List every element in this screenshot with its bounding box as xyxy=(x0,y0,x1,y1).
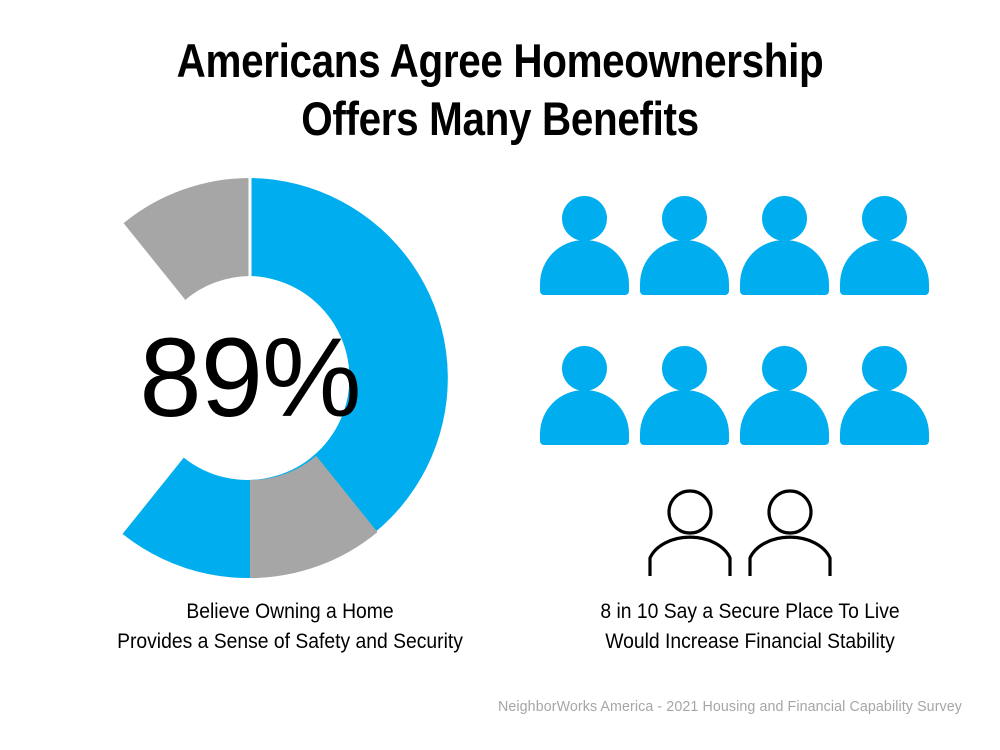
person-icon xyxy=(740,346,829,445)
person-icon xyxy=(540,346,629,445)
pictogram-row-2 xyxy=(540,346,950,446)
pictogram-caption-line-2: Would Increase Financial Stability xyxy=(605,629,895,653)
person-body-icon xyxy=(740,240,829,295)
person-head-icon xyxy=(862,196,907,241)
title-line-2: Offers Many Benefits xyxy=(301,92,699,146)
pictogram-row-1 xyxy=(540,196,950,296)
person-icon xyxy=(740,196,829,295)
donut-separator-left xyxy=(121,223,186,302)
person-body-icon xyxy=(840,240,929,295)
person-head-icon xyxy=(662,346,707,391)
donut-slice-remainder xyxy=(250,455,378,578)
person-body-icon xyxy=(540,240,629,295)
pictogram-outline-svg xyxy=(648,489,832,576)
pictogram-caption: 8 in 10 Say a Secure Place To Live Would… xyxy=(538,597,961,657)
person-body-icon xyxy=(840,390,929,445)
donut-slice-remainder-wedge xyxy=(122,178,250,301)
person-outline-body-icon xyxy=(748,535,832,576)
person-body-icon xyxy=(640,390,729,445)
person-icon xyxy=(540,196,629,295)
donut-chart-svg xyxy=(121,178,448,578)
person-head-icon xyxy=(562,196,607,241)
title-line-1: Americans Agree Homeownership xyxy=(176,34,824,87)
person-outline-head-icon xyxy=(767,489,813,535)
pictogram-row-3-outline xyxy=(645,486,845,576)
person-icon xyxy=(640,346,729,445)
person-head-icon xyxy=(562,346,607,391)
person-body-icon xyxy=(640,240,729,295)
person-head-icon xyxy=(662,196,707,241)
person-outline-body-icon xyxy=(648,535,732,576)
person-icon xyxy=(840,196,929,295)
donut-caption-line-2: Provides a Sense of Safety and Security xyxy=(117,629,463,653)
donut-caption-line-1: Believe Owning a Home xyxy=(186,600,394,623)
person-icon xyxy=(640,196,729,295)
person-body-icon xyxy=(740,390,829,445)
pictogram-people xyxy=(540,196,950,446)
donut-chart: 89% xyxy=(48,176,452,580)
donut-slice-agree xyxy=(122,178,448,578)
person-head-icon xyxy=(762,346,807,391)
person-icon xyxy=(840,346,929,445)
page-title: Americans Agree Homeownership Offers Man… xyxy=(70,32,930,149)
donut-caption: Believe Owning a Home Provides a Sense o… xyxy=(60,597,520,657)
source-attribution: NeighborWorks America - 2021 Housing and… xyxy=(497,698,962,715)
pictogram-caption-line-1: 8 in 10 Say a Secure Place To Live xyxy=(600,600,900,623)
person-head-icon xyxy=(762,196,807,241)
person-body-icon xyxy=(540,390,629,445)
person-outline-head-icon xyxy=(667,489,713,535)
person-head-icon xyxy=(862,346,907,391)
